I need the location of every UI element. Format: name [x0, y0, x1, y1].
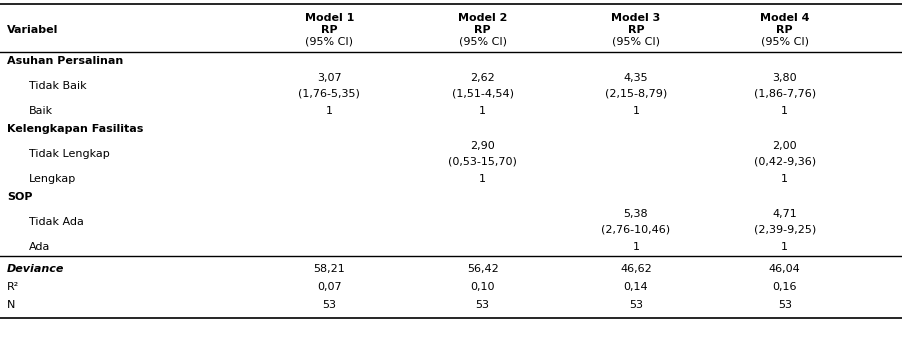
Text: Model 1: Model 1 [305, 13, 354, 23]
Text: 4,35: 4,35 [623, 73, 649, 83]
Text: 0,07: 0,07 [317, 282, 342, 292]
Text: (1,76-5,35): (1,76-5,35) [299, 89, 360, 99]
Text: 1: 1 [781, 174, 788, 184]
Text: 58,21: 58,21 [313, 264, 345, 274]
Text: Tidak Lengkap: Tidak Lengkap [29, 149, 110, 159]
Text: 1: 1 [479, 174, 486, 184]
Text: Kelengkapan Fasilitas: Kelengkapan Fasilitas [7, 124, 143, 134]
Text: (1,51-4,54): (1,51-4,54) [452, 89, 513, 99]
Text: Deviance: Deviance [7, 264, 65, 274]
Text: SOP: SOP [7, 192, 32, 202]
Text: 53: 53 [778, 300, 792, 310]
Text: (95% CI): (95% CI) [458, 37, 507, 47]
Text: 53: 53 [322, 300, 336, 310]
Text: N: N [7, 300, 15, 310]
Text: 2,90: 2,90 [470, 141, 495, 151]
Text: (0,42-9,36): (0,42-9,36) [754, 157, 815, 167]
Text: 0,16: 0,16 [772, 282, 797, 292]
Text: Model 4: Model 4 [760, 13, 809, 23]
Text: (95% CI): (95% CI) [305, 37, 354, 47]
Text: (2,15-8,79): (2,15-8,79) [604, 89, 667, 99]
Text: Asuhan Persalinan: Asuhan Persalinan [7, 56, 124, 66]
Text: RP: RP [474, 25, 491, 35]
Text: 1: 1 [632, 106, 640, 116]
Text: Tidak Baik: Tidak Baik [29, 81, 87, 91]
Text: Lengkap: Lengkap [29, 174, 76, 184]
Text: 1: 1 [479, 106, 486, 116]
Text: RP: RP [628, 25, 644, 35]
Text: 46,62: 46,62 [620, 264, 652, 274]
Text: (1,86-7,76): (1,86-7,76) [754, 89, 815, 99]
Text: (95% CI): (95% CI) [760, 37, 809, 47]
Text: 5,38: 5,38 [623, 209, 649, 219]
Text: 0,14: 0,14 [623, 282, 649, 292]
Text: Baik: Baik [29, 106, 53, 116]
Text: 1: 1 [781, 242, 788, 252]
Text: 2,62: 2,62 [470, 73, 495, 83]
Text: 2,00: 2,00 [772, 141, 797, 151]
Text: Ada: Ada [29, 242, 51, 252]
Text: 3,80: 3,80 [772, 73, 797, 83]
Text: RP: RP [777, 25, 793, 35]
Text: 1: 1 [632, 242, 640, 252]
Text: 1: 1 [326, 106, 333, 116]
Text: 1: 1 [781, 106, 788, 116]
Text: Tidak Ada: Tidak Ada [29, 217, 84, 227]
Text: (2,76-10,46): (2,76-10,46) [602, 225, 670, 235]
Text: 56,42: 56,42 [466, 264, 499, 274]
Text: RP: RP [321, 25, 337, 35]
Text: 3,07: 3,07 [317, 73, 342, 83]
Text: (95% CI): (95% CI) [612, 37, 660, 47]
Text: 46,04: 46,04 [769, 264, 801, 274]
Text: Variabel: Variabel [7, 25, 59, 35]
Text: (0,53-15,70): (0,53-15,70) [448, 157, 517, 167]
Text: (2,39-9,25): (2,39-9,25) [753, 225, 816, 235]
Text: R²: R² [7, 282, 20, 292]
Text: 53: 53 [629, 300, 643, 310]
Text: 4,71: 4,71 [772, 209, 797, 219]
Text: 53: 53 [475, 300, 490, 310]
Text: Model 2: Model 2 [458, 13, 507, 23]
Text: Model 3: Model 3 [612, 13, 660, 23]
Text: 0,10: 0,10 [470, 282, 495, 292]
